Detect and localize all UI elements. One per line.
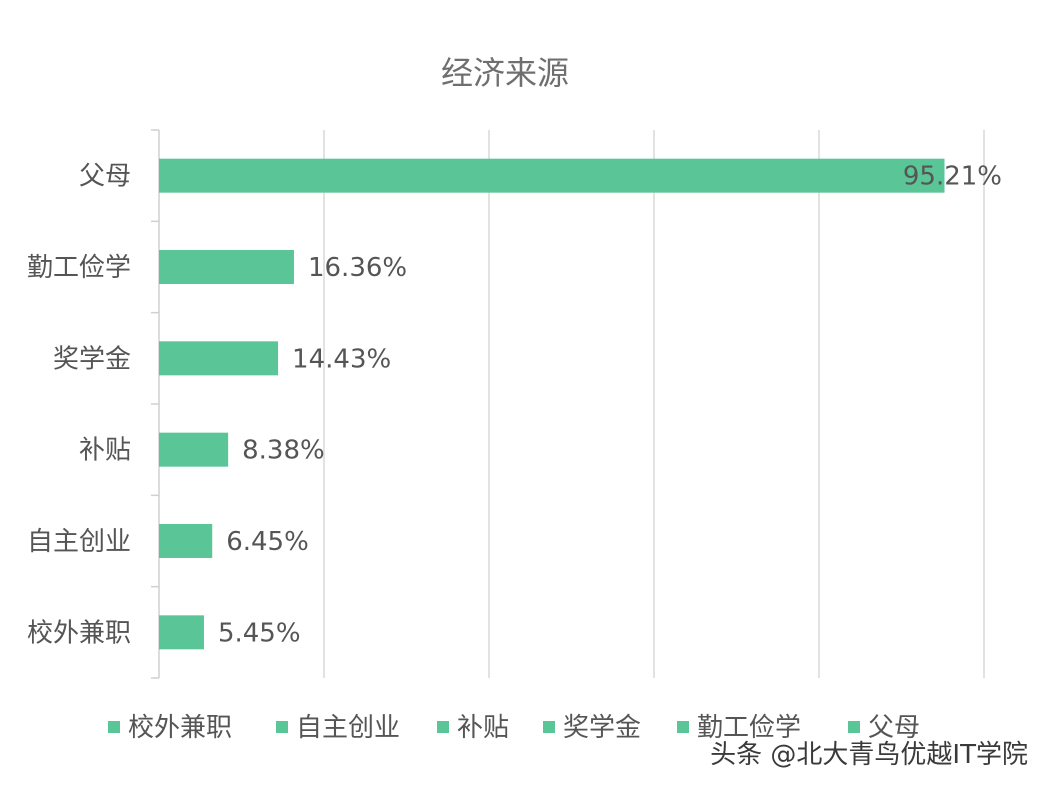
category-label: 勤工俭学 [27,253,131,283]
bar-3 [159,432,229,467]
bar-1 [159,250,294,284]
legend-swatch [543,721,555,733]
watermark-credit: 头条 @北大青鸟优越IT学院 [710,740,1028,770]
legend-label: 勤工俭学 [697,713,801,743]
legend-label: 补贴 [457,713,509,743]
category-label: 补贴 [79,436,131,466]
category-label: 父母 [79,162,131,192]
legend-label: 父母 [868,713,920,743]
data-label: 16.36% [308,253,407,283]
category-label: 自主创业 [27,527,131,557]
y-axis [151,129,160,679]
data-label: 5.45% [218,618,301,648]
bar-5 [159,615,204,650]
category-label: 奖学金 [53,344,131,374]
chart-title: 经济来源 [441,54,569,92]
legend-label: 自主创业 [296,713,400,743]
bar-4 [159,524,213,558]
legend-swatch [276,721,288,733]
legend-swatch [677,721,689,733]
data-label: 6.45% [226,527,309,557]
legend-swatch [848,721,860,733]
data-label: 8.38% [242,436,325,466]
legend-swatch [108,721,120,733]
category-label: 校外兼职 [27,618,131,648]
bar-2 [159,341,279,376]
legend: 校外兼职 自主创业 补贴 奖学金 勤工俭学 父母 [108,713,920,743]
legend-swatch [437,721,449,733]
legend-label: 奖学金 [563,713,641,743]
data-label: 95.21% [903,162,1002,192]
bars: 父母 95.21% 勤工俭学 16.36% 奖学金 14.43% 补贴 8.38% 自主创业 6.… [27,158,1002,650]
gridlines [323,130,985,678]
data-label: 14.43% [292,344,391,374]
legend-label: 校外兼职 [128,713,232,743]
bar-0 [159,158,945,193]
